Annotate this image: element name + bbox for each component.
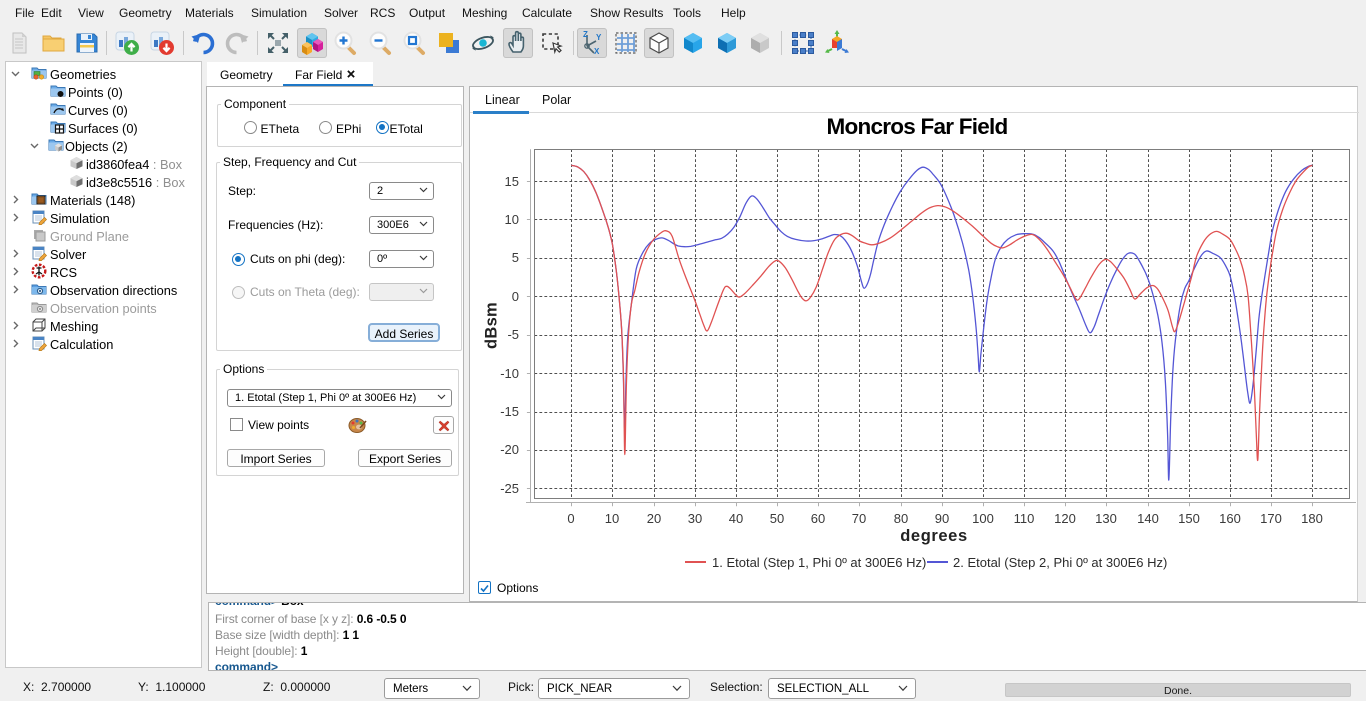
svg-text:X: X <box>594 47 600 56</box>
svg-text:Z: Z <box>583 30 588 39</box>
svg-text:Y: Y <box>596 33 602 42</box>
